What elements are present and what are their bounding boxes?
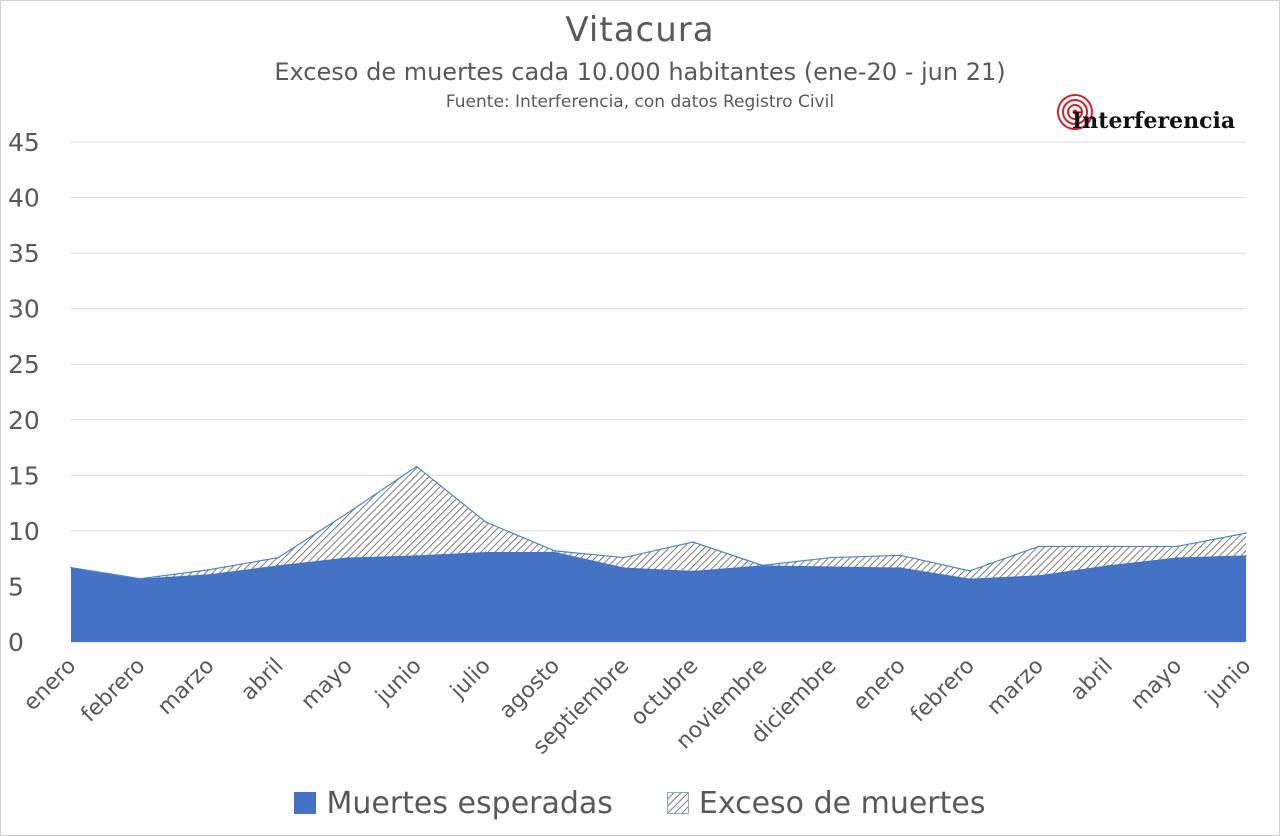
data-point-total [277,556,280,559]
data-point-expected [415,554,418,556]
data-point-expected [1176,556,1178,559]
data-point-expected [346,556,349,559]
x-tick-label: julio [445,654,496,705]
y-tick-label: 25 [8,350,40,379]
x-tick-label: enero [848,654,910,716]
series-expected-area [71,552,1246,642]
series-excess-outline [70,465,1247,580]
legend-item-expected: Muertes esperadas [294,785,613,821]
y-tick-label: 40 [8,184,40,213]
y-tick-label: 15 [8,461,40,490]
x-tick-label: mayo [297,654,358,715]
x-tick-label: junio [1200,654,1256,710]
data-point-total [899,554,902,557]
data-point-expected [692,570,694,572]
x-tick-label: febrero [77,654,151,728]
data-point-expected [899,566,902,569]
x-tick-label: febrero [906,654,980,728]
data-point-total [346,512,349,514]
legend: Muertes esperadas Exceso de muertes [0,780,1280,826]
data-point-total [692,541,694,543]
y-tick-label: 0 [8,628,24,657]
x-tick-label: abril [1066,654,1118,706]
legend-swatch-excess [666,792,689,814]
data-point-expected [1038,574,1040,576]
legend-item-excess: Exceso de muertes [666,785,986,821]
data-point-expected [1107,564,1109,566]
logo-text: Interferencia [1072,108,1236,134]
y-tick-label: 10 [8,517,40,546]
x-tick-label: abril [236,654,288,706]
chart-source: Fuente: Interferencia, con datos Registr… [445,92,835,112]
data-point-expected [830,565,832,568]
data-point-expected [761,564,763,566]
x-tick-label: enero [19,654,81,716]
legend-swatch-expected [294,792,317,814]
data-point-expected [1245,554,1247,556]
x-tick-label: marzo [982,654,1048,720]
data-point-expected [485,551,487,553]
data-point-total [623,556,625,559]
data-point-expected [70,566,72,569]
y-tick-label: 30 [8,295,40,324]
data-point-total [1106,545,1109,548]
data-point-expected [968,578,971,580]
data-point-expected [208,573,210,575]
y-tick-label: 45 [8,128,40,157]
y-tick-label: 20 [8,406,40,435]
data-point-total [554,550,556,552]
data-point-total [1176,545,1178,548]
legend-label-excess: Exceso de muertes [698,785,986,821]
data-point-expected [277,564,279,566]
x-tick-label: junio [371,654,427,710]
data-point-total [415,465,418,468]
y-tick-label: 35 [8,239,40,268]
data-point-total [208,568,211,571]
data-point-total [1037,545,1040,548]
data-point-total [968,570,971,572]
data-point-total [830,556,833,559]
x-tick-label: marzo [153,654,219,720]
chart-subtitle: Exceso de muertes cada 10.000 habitantes… [274,58,1006,86]
data-point-total [1245,532,1247,534]
data-point-total [484,521,487,523]
data-point-expected [139,578,141,580]
y-tick-label: 5 [8,572,24,601]
interferencia-logo: Interferencia [1055,94,1255,140]
data-point-expected [554,551,556,553]
concentric-circles-icon [1057,94,1093,130]
chart-title: Vitacura [565,10,715,50]
x-tick-label: agosto [495,654,565,724]
legend-label-expected: Muertes esperadas [326,785,613,821]
data-point-expected [623,566,625,569]
x-tick-label: mayo [1126,654,1187,715]
